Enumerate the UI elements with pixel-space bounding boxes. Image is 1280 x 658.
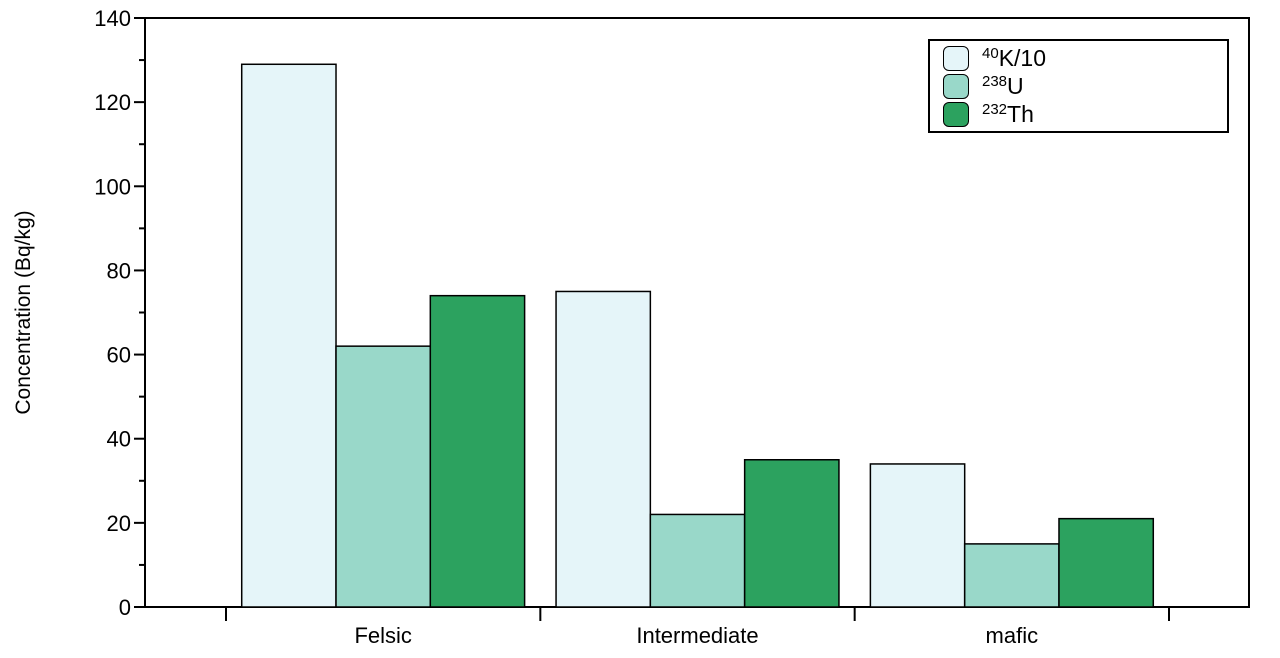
- legend-item-232Th: 232Th: [943, 100, 1227, 128]
- legend-swatch: [943, 73, 969, 99]
- legend-label: 238U: [982, 72, 1024, 99]
- category-label: Felsic: [354, 623, 411, 648]
- category-label: Intermediate: [636, 623, 758, 648]
- bar-felsic-232Th: [429, 294, 526, 608]
- legend-box: 40K/10 238U 232Th: [928, 39, 1229, 133]
- bar-mafic-238U: [963, 543, 1060, 608]
- y-tick-label: 20: [107, 511, 131, 536]
- y-tick-label: 0: [119, 595, 131, 620]
- plot-area: 0 20 40 60 80 100 120 140 Felsic Intermediate mafi…: [94, 6, 1250, 648]
- bar-felsic-40K/10: [240, 63, 337, 608]
- bar-mafic-40K/10: [869, 463, 966, 608]
- y-tick-label: 120: [94, 90, 131, 115]
- bar-intermediate-40K/10: [555, 290, 652, 608]
- y-axis-label: Concentration (Bq/kg): [12, 210, 35, 414]
- bar-intermediate-232Th: [743, 459, 840, 608]
- legend-swatch: [943, 101, 969, 127]
- y-tick-label: 80: [107, 258, 131, 283]
- category-label: mafic: [986, 623, 1039, 648]
- bar-mafic-232Th: [1058, 517, 1155, 608]
- legend-swatch: [943, 45, 969, 71]
- bar-felsic-238U: [335, 345, 432, 608]
- legend-item-40K/10: 40K/10: [943, 44, 1227, 72]
- bar-intermediate-238U: [649, 513, 746, 608]
- y-tick-label: 100: [94, 174, 131, 199]
- legend-label: 40K/10: [982, 44, 1047, 71]
- y-tick-label: 140: [94, 6, 131, 31]
- y-tick-label: 60: [107, 343, 131, 368]
- legend-item-238U: 238U: [943, 72, 1227, 100]
- y-tick-label: 40: [107, 427, 131, 452]
- legend-label: 232Th: [982, 100, 1034, 127]
